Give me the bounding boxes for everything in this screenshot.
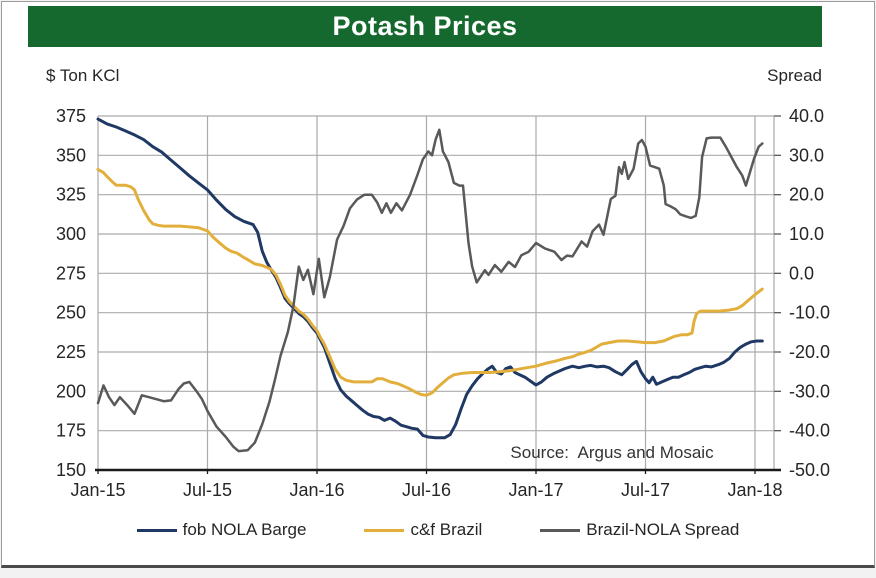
legend-label-nola: fob NOLA Barge bbox=[182, 520, 307, 539]
left-axis-tick-label: 150 bbox=[56, 460, 86, 480]
x-axis-tick-label: Jan-17 bbox=[508, 480, 563, 500]
left-axis-title: $ Ton KCl bbox=[46, 66, 120, 85]
brazil-line-swatch bbox=[364, 528, 405, 532]
left-axis-tick-label: 350 bbox=[56, 145, 86, 165]
left-axis-tick-label: 200 bbox=[56, 381, 86, 401]
right-axis-tick-label: 0.0 bbox=[789, 263, 814, 283]
x-axis-tick-label: Jan-18 bbox=[727, 480, 782, 500]
right-axis-title: Spread bbox=[767, 66, 822, 85]
source-note: Source: Argus and Mosaic bbox=[510, 443, 714, 462]
x-axis-tick-label: Jul-16 bbox=[402, 480, 451, 500]
x-axis-tick-label: Jul-15 bbox=[183, 480, 232, 500]
series-fob-nola-barge bbox=[96, 117, 764, 440]
left-axis-tick-label: 325 bbox=[56, 185, 86, 205]
right-axis-tick-label: 20.0 bbox=[789, 185, 824, 205]
x-axis-tick-label: Jul-17 bbox=[621, 480, 670, 500]
left-axis-tick-label: 175 bbox=[56, 421, 86, 441]
legend-item-brazil: c&f Brazil bbox=[364, 520, 482, 540]
right-axis-tick-label: -30.0 bbox=[789, 381, 830, 401]
left-axis-tick-label: 300 bbox=[56, 224, 86, 244]
page-title: Potash Prices bbox=[332, 11, 518, 41]
right-axis-tick-label: -50.0 bbox=[789, 460, 830, 480]
chart-card: Potash Prices $ Ton KCl Spread 375 350 325… bbox=[1, 1, 875, 568]
right-axis-tick-label: -40.0 bbox=[789, 421, 830, 441]
chart-legend: fob NOLA Barge c&f Brazil Brazil-NOLA Sp… bbox=[2, 520, 874, 540]
legend-item-spread: Brazil-NOLA Spread bbox=[540, 520, 739, 540]
series-c-f-brazil bbox=[96, 168, 764, 397]
right-axis-tick-label: 30.0 bbox=[789, 145, 824, 165]
title-banner: Potash Prices bbox=[28, 6, 822, 47]
nola-line-swatch bbox=[136, 528, 177, 532]
left-axis-tick-label: 225 bbox=[56, 342, 86, 362]
legend-label-brazil: c&f Brazil bbox=[410, 520, 483, 539]
legend-label-spread: Brazil-NOLA Spread bbox=[586, 520, 740, 539]
right-axis-tick-label: -10.0 bbox=[789, 303, 830, 323]
spread-line-swatch bbox=[540, 528, 581, 532]
series-brazil-nola-spread bbox=[96, 128, 764, 453]
right-axis-tick-label: 10.0 bbox=[789, 224, 824, 244]
right-axis-tick-label: -20.0 bbox=[789, 342, 830, 362]
left-axis-tick-label: 275 bbox=[56, 263, 86, 283]
left-axis-tick-label: 250 bbox=[56, 303, 86, 323]
right-axis-tick-label: 40.0 bbox=[789, 106, 824, 126]
x-axis-tick-label: Jan-15 bbox=[70, 480, 125, 500]
left-axis-tick-label: 375 bbox=[56, 106, 86, 126]
x-axis-tick-label: Jan-16 bbox=[289, 480, 344, 500]
legend-item-nola: fob NOLA Barge bbox=[136, 520, 307, 540]
